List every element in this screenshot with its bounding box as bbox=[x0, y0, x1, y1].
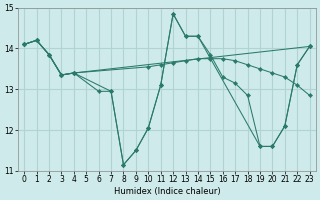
X-axis label: Humidex (Indice chaleur): Humidex (Indice chaleur) bbox=[114, 187, 220, 196]
